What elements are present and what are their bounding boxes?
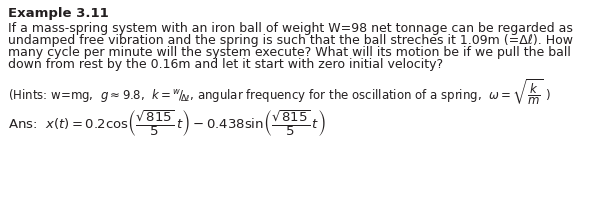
Text: (Hints: w=mg,  $g\approx9.8$,  $k={^{w}}\!/\!{_{\Delta\ell}}$, angular frequency: (Hints: w=mg, $g\approx9.8$, $k={^{w}}\!… [8, 78, 551, 107]
Text: Example 3.11: Example 3.11 [8, 7, 109, 20]
Text: Ans:  $x(t)=0.2\cos\!\left(\dfrac{\sqrt{815}}{5}\,t\right)-0.438\sin\!\left(\dfr: Ans: $x(t)=0.2\cos\!\left(\dfrac{\sqrt{8… [8, 108, 326, 138]
Text: If a mass-spring system with an iron ball of weight W=98 net tonnage can be rega: If a mass-spring system with an iron bal… [8, 22, 573, 35]
Text: many cycle per minute will the system execute? What will its motion be if we pul: many cycle per minute will the system ex… [8, 46, 571, 59]
Text: undamped free vibration and the spring is such that the ball streches it 1.09m (: undamped free vibration and the spring i… [8, 34, 573, 47]
Text: down from rest by the 0.16m and let it start with zero initial velocity?: down from rest by the 0.16m and let it s… [8, 58, 443, 71]
